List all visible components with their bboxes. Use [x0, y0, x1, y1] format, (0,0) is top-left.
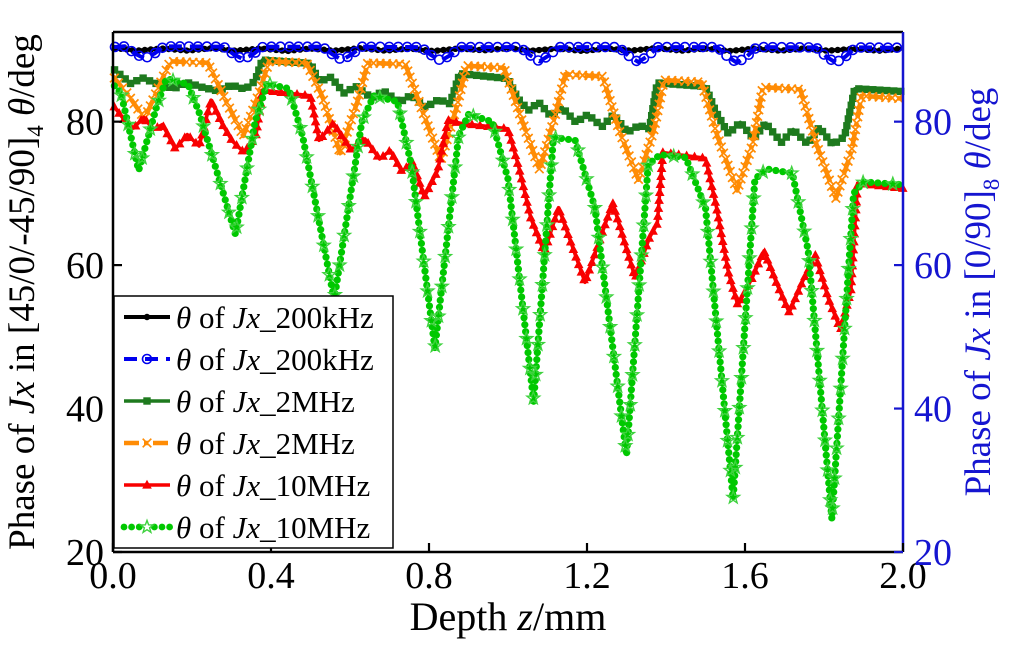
- y-axis-label-left: Phase of Jx in [45/0/-45/90]4 θ/deg: [2, 34, 48, 550]
- y-tick-label-right: 80: [914, 102, 952, 144]
- legend-box: [113, 295, 394, 549]
- y-tick-label-right: 60: [914, 245, 952, 287]
- x-tick-label: 2.0: [879, 555, 927, 597]
- x-tick-label: 0.0: [89, 555, 137, 597]
- y-axis-label-right: Phase of Jx in [0/90]8 θ/deg: [958, 88, 1004, 497]
- y-tick-label-right: 20: [914, 532, 952, 574]
- legend-label: θ of Jx_10MHz: [176, 510, 370, 545]
- x-tick-label: 1.6: [721, 555, 769, 597]
- y-tick-label-left: 80: [66, 102, 104, 144]
- y-tick-label-left: 40: [66, 389, 104, 431]
- x-tick-label: 0.4: [247, 555, 295, 597]
- series-jx-200khz-right: [109, 41, 904, 67]
- y-tick-label-right: 40: [914, 389, 952, 431]
- legend-label: θ of Jx_200kHz: [176, 342, 374, 377]
- legend: θ of Jx_200kHz θ of Jx_200kHz θ of Jx_2MHz…: [113, 295, 394, 549]
- x-axis-label: Depth z/mm: [410, 594, 607, 639]
- legend-entry-jx-2mhz-right: θ of Jx_2MHz: [124, 426, 355, 461]
- y-tick-label-left: 60: [66, 245, 104, 287]
- legend-label: θ of Jx_10MHz: [176, 468, 370, 503]
- legend-entry-jx-200khz-left: θ of Jx_200kHz: [124, 300, 374, 335]
- series-jx-10mhz-right: [110, 71, 903, 522]
- legend-label: θ of Jx_2MHz: [176, 426, 355, 461]
- legend-label: θ of Jx_200kHz: [176, 300, 374, 335]
- x-tick-label: 1.2: [563, 555, 611, 597]
- x-tick-label: 0.8: [405, 555, 453, 597]
- legend-label: θ of Jx_2MHz: [176, 384, 355, 419]
- y-tick-label-left: 20: [66, 532, 104, 574]
- legend-entry-jx-10mhz-right: θ of Jx_10MHz: [120, 510, 370, 545]
- legend-entry-jx-10mhz-left: θ of Jx_10MHz: [124, 468, 370, 503]
- legend-entry-jx-2mhz-left: θ of Jx_2MHz: [124, 384, 355, 419]
- legend-entry-jx-200khz-right: θ of Jx_200kHz: [124, 342, 374, 377]
